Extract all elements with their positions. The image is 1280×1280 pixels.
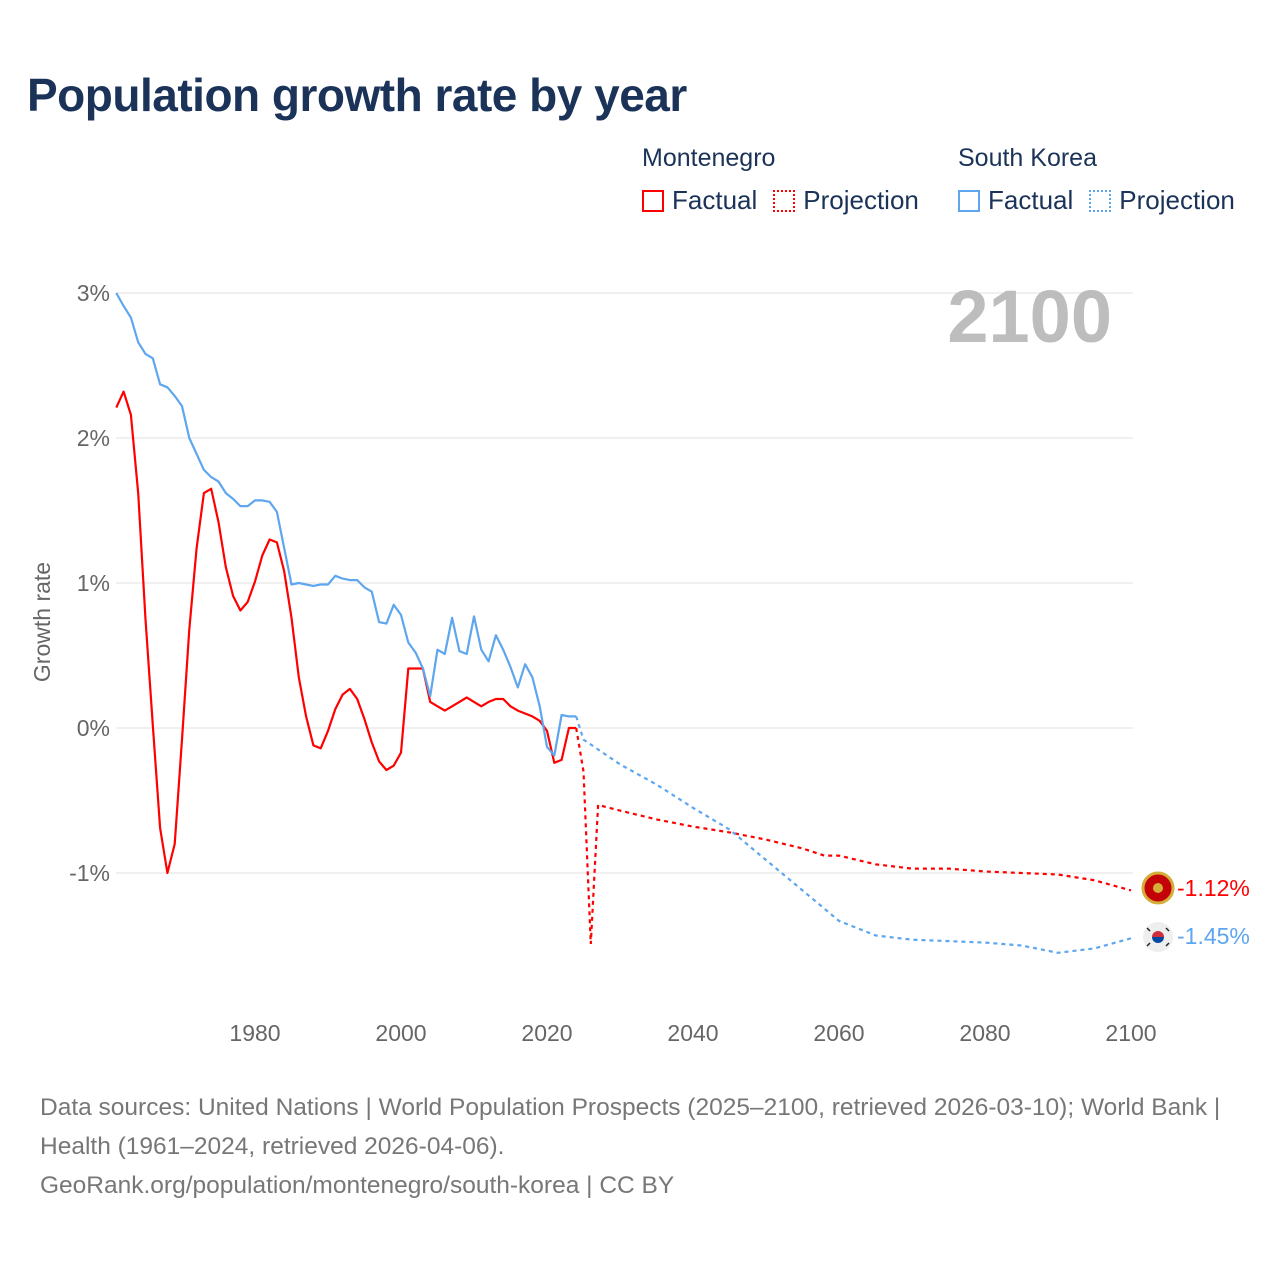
legend-swatch-solid: [642, 189, 664, 212]
end-label-south-korea: -1.45%: [1177, 923, 1250, 949]
data-sources: Data sources: United Nations | World Pop…: [40, 1094, 1221, 1160]
legend-swatch-dotted: [1089, 189, 1112, 212]
x-tick-label: 2060: [813, 1020, 864, 1046]
legend-item-factual[interactable]: Factual: [958, 185, 1073, 216]
legend-swatch-solid: [958, 189, 980, 212]
y-tick-label: 2%: [77, 425, 110, 451]
montenegro-factual-line: [115, 390, 577, 875]
legend-south-korea: South Korea Factual Projection: [958, 144, 1251, 216]
x-tick-label: 2000: [375, 1020, 426, 1046]
y-tick-label: -1%: [69, 860, 110, 886]
montenegro-flag-icon: [1141, 871, 1175, 905]
year-overlay: 2100: [947, 275, 1112, 358]
south-korea-factual-line: [115, 292, 577, 757]
legend-group-name: Montenegro: [642, 144, 776, 172]
chart-title: Population growth rate by year: [27, 69, 687, 121]
legend-label: Projection: [1119, 185, 1235, 215]
footer: Data sources: United Nations | World Pop…: [40, 1088, 1240, 1205]
south-korea-projection-line: [575, 716, 1132, 954]
x-tick-label: 1980: [229, 1020, 280, 1046]
legend-item-projection[interactable]: Projection: [1089, 185, 1235, 216]
legend-label: Factual: [988, 185, 1074, 215]
y-tick-label: 1%: [77, 570, 110, 596]
legend-label: Projection: [803, 185, 919, 215]
legend-group-name: South Korea: [958, 144, 1097, 172]
legend-swatch-dotted: [773, 189, 796, 212]
x-tick-label: 2040: [667, 1020, 718, 1046]
source-link[interactable]: GeoRank.org/population/montenegro/south-…: [40, 1172, 675, 1199]
y-tick-label: 3%: [77, 280, 110, 306]
x-tick-label: 2020: [521, 1020, 572, 1046]
legend-montenegro: Montenegro Factual Projection: [642, 144, 935, 216]
y-axis-label: Growth rate: [29, 562, 55, 682]
legend-item-projection[interactable]: Projection: [773, 185, 919, 216]
legend-item-factual[interactable]: Factual: [642, 185, 757, 216]
montenegro-projection-line: [575, 727, 1132, 945]
x-tick-label: 2100: [1105, 1020, 1156, 1046]
south-korea-flag-icon: [1143, 922, 1173, 952]
end-label-montenegro: -1.12%: [1177, 875, 1250, 901]
legend-label: Factual: [672, 185, 758, 215]
x-tick-label: 2080: [959, 1020, 1010, 1046]
y-tick-label: 0%: [77, 715, 110, 741]
